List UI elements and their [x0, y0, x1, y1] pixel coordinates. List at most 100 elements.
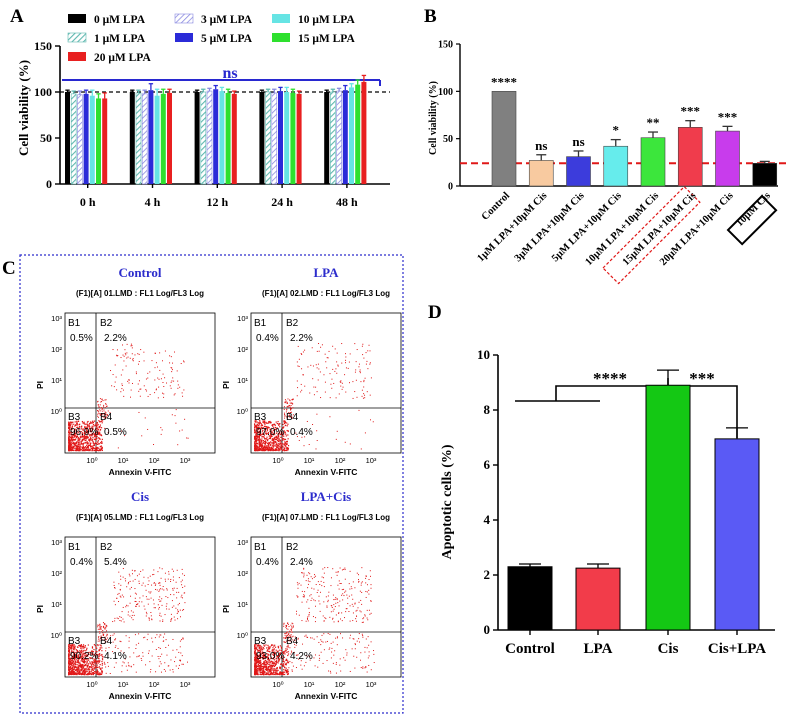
flow-event — [259, 672, 261, 674]
flow-event — [312, 423, 314, 425]
flow-event — [160, 634, 162, 636]
flow-event — [283, 408, 285, 410]
flow-event — [268, 448, 270, 451]
flow-event — [341, 589, 343, 591]
flow-event — [77, 664, 79, 666]
flow-event — [319, 603, 321, 605]
flow-event — [146, 613, 148, 615]
flow-event — [137, 383, 139, 385]
flow-event — [276, 672, 278, 674]
flow-event — [303, 576, 305, 578]
flow-event — [172, 649, 174, 651]
flow-plot-ylabel: PI — [35, 605, 45, 613]
flow-event — [150, 668, 152, 670]
flow-event — [284, 413, 286, 415]
flow-event — [84, 448, 86, 450]
flow-event — [266, 426, 268, 429]
flow-event — [101, 420, 104, 422]
flow-event — [96, 428, 98, 430]
flow-event — [341, 362, 343, 364]
flow-plot-xlabel: Annexin V-FITC — [295, 467, 358, 477]
flow-event — [332, 618, 334, 620]
flow-event — [273, 663, 275, 665]
flow-event — [279, 449, 281, 451]
flow-event — [159, 661, 161, 663]
flow-event — [369, 570, 371, 572]
flow-event — [179, 659, 181, 661]
flow-event — [88, 663, 90, 665]
flow-event — [163, 396, 165, 398]
panel-d-ytick-label: 4 — [484, 512, 491, 527]
flow-event — [261, 434, 263, 436]
flow-event — [94, 671, 97, 673]
flow-event — [258, 655, 260, 657]
flow-event — [268, 673, 271, 676]
flow-event — [313, 394, 315, 396]
flow-event — [155, 389, 157, 391]
flow-event — [93, 438, 95, 440]
flow-event — [82, 673, 84, 675]
flow-event — [97, 644, 99, 647]
flow-event — [91, 434, 93, 436]
flow-event — [99, 413, 101, 415]
flow-event — [171, 371, 173, 373]
flow-event — [282, 660, 284, 662]
panel-a-bar — [148, 90, 154, 184]
flow-event — [345, 608, 347, 610]
flow-event — [261, 673, 264, 675]
flow-event — [70, 429, 72, 431]
flow-event — [339, 567, 341, 569]
flow-event — [335, 637, 337, 639]
flow-event — [280, 663, 282, 665]
flow-event — [355, 620, 357, 622]
flow-event — [266, 650, 268, 652]
flow-event — [163, 589, 165, 591]
flow-event — [78, 668, 80, 670]
flow-event — [71, 449, 73, 451]
flow-event — [359, 610, 361, 612]
flow-event — [80, 660, 82, 662]
flow-event — [81, 438, 84, 441]
flow-event — [97, 432, 100, 434]
flow-event — [75, 673, 77, 676]
flow-event — [283, 637, 285, 639]
flow-event — [262, 652, 264, 654]
flow-event — [71, 437, 73, 439]
flow-event — [147, 372, 149, 374]
flow-event — [84, 436, 86, 438]
flow-event — [136, 575, 138, 577]
flow-event — [89, 449, 91, 451]
panel-d-bar — [575, 567, 621, 631]
flow-event — [100, 441, 102, 444]
flow-event — [91, 449, 93, 452]
flow-event — [335, 602, 337, 604]
panel-a-bar — [296, 93, 302, 184]
flow-event — [75, 430, 78, 432]
flow-event — [170, 619, 172, 621]
flow-event — [328, 591, 330, 593]
flow-event — [75, 653, 77, 656]
flow-event — [86, 423, 89, 425]
flow-event — [176, 597, 178, 599]
flow-event — [269, 673, 271, 675]
flow-event — [88, 433, 90, 435]
flow-event — [260, 653, 262, 655]
flow-event — [145, 615, 147, 617]
flow-event — [100, 449, 103, 451]
flow-event — [116, 349, 118, 351]
flow-event — [279, 645, 281, 647]
flow-event — [101, 667, 103, 669]
flow-event — [315, 364, 317, 366]
flow-event — [310, 599, 312, 601]
flow-event — [159, 567, 161, 569]
flow-event — [273, 656, 275, 659]
flow-event — [83, 659, 85, 661]
flow-event — [256, 430, 258, 432]
flow-event — [352, 381, 354, 383]
flow-event — [269, 436, 271, 439]
flow-plot-quadrant-percent: 0.5% — [70, 333, 93, 344]
flow-event — [73, 648, 75, 650]
flow-event — [121, 594, 123, 596]
flow-event — [98, 636, 100, 638]
flow-event — [70, 441, 72, 443]
